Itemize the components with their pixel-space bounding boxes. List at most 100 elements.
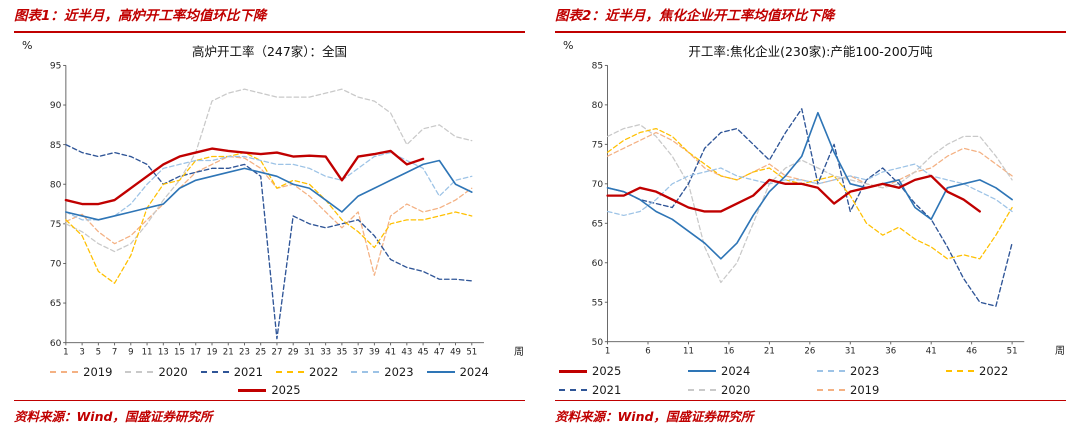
figure-2-source-note: 资料来源：Wind，国盛证券研究所 — [555, 409, 754, 424]
legend-item-2024: 2024 — [426, 365, 489, 379]
series-2024 — [606, 111, 1013, 260]
legend-swatch-2023 — [351, 371, 380, 373]
series-2025 — [64, 147, 425, 206]
figure-2: 图表2：近半月，焦化企业开工率均值环比下降 % 开工率:焦化企业(230家):产… — [555, 4, 1066, 429]
figure-2-chart-area: 50 55 60 65 70 75 80 85 1 6 11 16 21 26 31 36 41 46 51 周 — [555, 60, 1066, 357]
legend-swatch-2023 — [817, 370, 845, 372]
figure-2-legend: 2025 2024 2023 2022 2021 2020 2019 — [555, 357, 1066, 400]
legend-label-2023: 2023 — [850, 364, 880, 378]
svg-text:11: 11 — [142, 347, 153, 357]
legend-label-2025: 2025 — [271, 383, 301, 397]
series-2020 — [65, 88, 473, 253]
legend-item-2023: 2023 — [351, 365, 414, 379]
svg-text:6: 6 — [645, 346, 650, 356]
svg-text:5: 5 — [96, 347, 101, 357]
legend-item-2020: 2020 — [125, 365, 188, 379]
series-2025 — [606, 174, 981, 213]
legend-label-2021: 2021 — [233, 365, 263, 379]
svg-text:75: 75 — [50, 220, 61, 230]
svg-text:60: 60 — [592, 259, 604, 269]
figure-1-caption-divider — [14, 31, 525, 33]
svg-text:51: 51 — [1007, 346, 1018, 356]
svg-text:80: 80 — [592, 101, 604, 111]
svg-text:36: 36 — [885, 346, 896, 356]
y-axis-unit-label: % — [22, 39, 33, 52]
legend-item-2020: 2020 — [688, 383, 804, 397]
svg-text:70: 70 — [592, 180, 604, 190]
legend-swatch-2019 — [50, 371, 79, 373]
legend-item-2022: 2022 — [276, 365, 338, 379]
legend-label-2020: 2020 — [721, 383, 751, 397]
legend-label-2022: 2022 — [979, 364, 1009, 378]
legend-label-2019: 2019 — [850, 383, 880, 397]
legend-item-2024: 2024 — [688, 364, 804, 378]
series-2021 — [65, 143, 473, 340]
svg-text:9: 9 — [128, 347, 133, 357]
figure-1-caption: 图表1：近半月，高炉开工率均值环比下降 — [14, 8, 267, 24]
svg-text:31: 31 — [304, 347, 315, 357]
legend-item-2023: 2023 — [817, 364, 933, 378]
figure-1: 图表1：近半月，高炉开工率均值环比下降 % 高炉开工率（247家）：全国 60 6… — [14, 4, 525, 429]
svg-text:95: 95 — [50, 62, 61, 72]
svg-text:19: 19 — [207, 347, 218, 357]
svg-text:45: 45 — [418, 347, 429, 357]
series-2020 — [606, 123, 1013, 284]
svg-text:29: 29 — [288, 347, 299, 357]
series-2023 — [65, 151, 473, 221]
figure-1-chart-header: % 高炉开工率（247家）：全国 — [14, 36, 525, 60]
legend-swatch-2024 — [426, 371, 455, 373]
svg-text:41: 41 — [385, 347, 396, 357]
figure-2-caption-divider — [555, 31, 1066, 33]
svg-text:85: 85 — [592, 62, 603, 72]
legend-item-2025: 2025 — [238, 383, 301, 397]
svg-text:47: 47 — [434, 347, 445, 357]
svg-text:3: 3 — [79, 347, 84, 357]
x-axis-unit-label: 周 — [1055, 346, 1065, 357]
svg-text:43: 43 — [401, 347, 412, 357]
figure-1-chart-area: 60 65 70 75 80 85 90 95 1 3 5 7 9 11 13 15 17 19 21 23 25 27 2… — [14, 60, 525, 358]
legend-item-2025: 2025 — [559, 364, 675, 378]
figure-2-source-divider — [555, 400, 1066, 401]
svg-text:21: 21 — [764, 346, 775, 356]
legend-swatch-2022 — [276, 371, 304, 373]
svg-text:35: 35 — [336, 347, 347, 357]
legend-swatch-2020 — [125, 371, 154, 373]
legend-item-2021: 2021 — [200, 365, 263, 379]
svg-text:50: 50 — [592, 338, 604, 348]
svg-text:41: 41 — [926, 346, 937, 356]
svg-text:60: 60 — [50, 339, 62, 349]
legend-swatch-2020 — [688, 389, 716, 391]
chart-title: 高炉开工率（247家）：全国 — [191, 44, 348, 59]
svg-text:1: 1 — [605, 346, 610, 356]
svg-text:80: 80 — [50, 180, 62, 190]
svg-text:70: 70 — [50, 260, 62, 270]
chart-title: 开工率:焦化企业(230家):产能100-200万吨 — [688, 44, 933, 59]
svg-text:7: 7 — [112, 347, 117, 357]
series-2021 — [606, 108, 1013, 307]
svg-text:37: 37 — [353, 347, 364, 357]
svg-text:65: 65 — [50, 299, 61, 309]
legend-label-2021: 2021 — [592, 383, 622, 397]
legend-label-2022: 2022 — [309, 365, 339, 379]
svg-text:17: 17 — [190, 347, 201, 357]
svg-text:33: 33 — [320, 347, 331, 357]
figure-1-legend: 2019 2020 2021 2022 2023 2024 2025 — [14, 358, 525, 400]
legend-item-2019: 2019 — [50, 365, 112, 379]
series-2019 — [606, 131, 1013, 189]
legend-item-2021: 2021 — [559, 383, 675, 397]
svg-text:46: 46 — [966, 346, 977, 356]
svg-text:75: 75 — [592, 140, 603, 150]
svg-text:90: 90 — [50, 101, 62, 111]
series-2022 — [606, 127, 1013, 260]
svg-text:15: 15 — [174, 347, 185, 357]
series-2024 — [65, 159, 473, 221]
svg-text:65: 65 — [592, 219, 603, 229]
svg-text:55: 55 — [592, 298, 603, 308]
svg-text:1: 1 — [63, 347, 68, 357]
figure-1-source-divider — [14, 400, 525, 401]
legend-label-2020: 2020 — [158, 365, 188, 379]
legend-label-2024: 2024 — [459, 365, 489, 379]
svg-text:85: 85 — [50, 141, 61, 151]
